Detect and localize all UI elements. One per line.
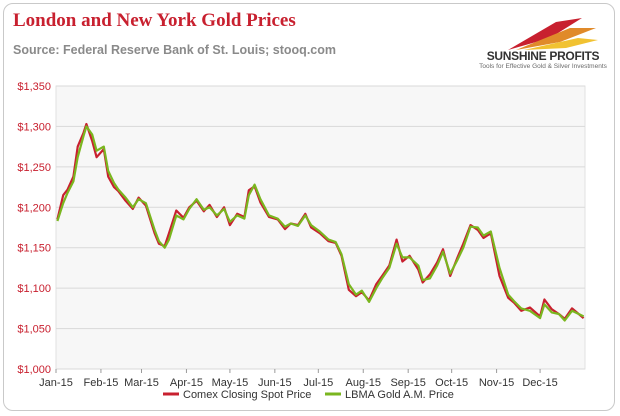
logo-tagline: Tools for Effective Gold & Silver Invest… [479, 63, 607, 70]
logo-ray-red-icon [508, 18, 582, 50]
legend: Comex Closing Spot Price LBMA Gold A.M. P… [163, 389, 454, 401]
x-tick-label: Mar-15 [124, 377, 159, 389]
x-tick-label: Sep-15 [390, 377, 425, 389]
legend-label: LBMA Gold A.M. Price [345, 389, 454, 401]
y-tick-label: $1,100 [17, 283, 51, 295]
y-tick-label: $1,050 [17, 324, 51, 336]
series-lines [56, 122, 585, 322]
y-tick-label: $1,000 [17, 364, 51, 376]
y-axis-ticks: $1,000 $1,050 $1,100 $1,150 $1,200 $1,250 $1,3… [17, 81, 51, 376]
chart-subtitle: Source: Federal Reserve Bank of St. Loui… [13, 43, 336, 57]
logo-ray-orange-icon [516, 28, 596, 50]
x-tick-label: Apr-15 [170, 377, 203, 389]
x-tick-label: Nov-15 [479, 377, 514, 389]
y-tick-label: $1,150 [17, 243, 51, 255]
x-tick-label: Jun-15 [258, 377, 292, 389]
x-tick-label: May-15 [212, 377, 249, 389]
legend-label: Comex Closing Spot Price [183, 389, 311, 401]
y-tick-label: $1,350 [17, 81, 51, 93]
y-tick-label: $1,300 [17, 121, 51, 133]
chart-title: London and New York Gold Prices [13, 10, 296, 31]
x-tick-label: Jan-15 [39, 377, 73, 389]
lbma-gold-am-price-line [56, 125, 585, 322]
y-tick-label: $1,250 [17, 162, 51, 174]
x-tick-label: Aug-15 [346, 377, 381, 389]
x-tick-label: Dec-15 [522, 377, 557, 389]
x-axis-ticks: Jan-15 Feb-15 Mar-15 Apr-15 May-15 Jun-15 Jul-… [39, 369, 558, 389]
x-tick-label: Jul-15 [303, 377, 333, 389]
logo-name: SUNSHINE PROFITS [486, 49, 600, 63]
plot-background [55, 85, 586, 370]
x-tick-label: Oct-15 [435, 377, 468, 389]
logo-ray-gold-icon [524, 38, 598, 50]
y-tick-label: $1,200 [17, 202, 51, 214]
sunshine-profits-logo-icon [508, 18, 598, 50]
x-tick-label: Feb-15 [83, 377, 118, 389]
